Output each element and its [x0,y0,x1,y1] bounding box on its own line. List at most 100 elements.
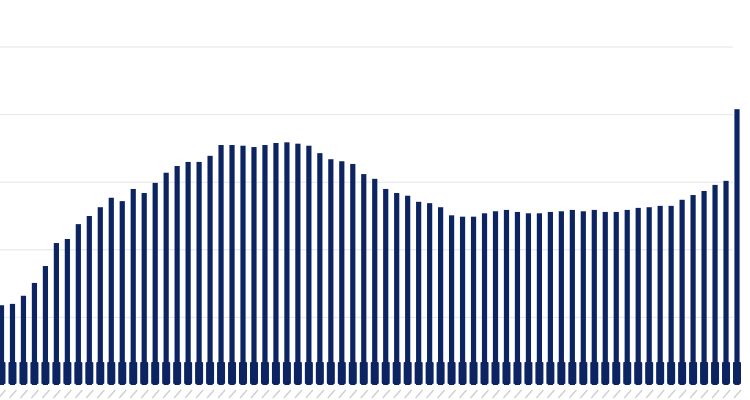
bar [174,165,180,385]
bar-data-label-box [689,362,698,384]
bar-data-label-box [733,362,741,384]
bar [229,145,235,385]
bar-data-label-box [447,362,456,384]
x-tick-label [480,389,490,399]
x-tick-label [711,389,720,399]
x-tick-label [305,389,314,399]
x-tick-label [733,389,742,399]
bar [536,213,543,385]
bar-data-label-box [678,362,687,384]
bar-data-label-box [315,362,324,384]
bar [470,216,477,385]
bar-data-label-box [722,362,731,384]
bar-data-label-box [513,362,522,384]
bar [394,193,400,385]
bar [657,205,663,385]
x-tick-label [524,389,533,399]
x-tick-label [722,389,731,399]
bar-data-label-box [8,362,17,384]
bar [701,190,707,385]
x-tick-label [601,389,610,399]
bar-data-label-box [546,362,555,384]
x-tick-label [568,389,577,399]
bar-data-label-box [711,362,720,384]
bar [350,163,356,385]
bar [734,109,740,385]
x-tick-label [118,389,127,399]
bar [20,295,27,385]
bar [646,207,652,385]
bar [317,153,323,385]
bar-data-label-box [260,362,269,384]
bar [141,193,147,385]
x-tick-label [41,389,50,399]
x-tick-label [469,389,479,399]
x-tick-label [448,389,457,399]
bar [284,142,290,385]
x-tick-label [19,389,29,399]
bar-data-label-box [348,362,357,384]
bar-data-label-box [645,362,654,384]
bar [86,216,92,385]
bar [152,182,158,385]
bar-data-label-box [480,362,489,384]
bar [427,203,433,385]
x-tick-label [612,389,621,399]
x-tick-label [700,389,709,399]
x-tick-label [52,389,61,399]
bar-data-label-box [63,362,72,384]
bar [416,201,422,385]
x-tick-label [349,389,358,399]
bar [273,142,279,385]
bar-data-label-box [304,362,313,384]
x-tick-label [63,389,72,399]
x-tick-label [535,389,544,399]
bar-data-label-box [107,362,116,384]
x-tick-label [272,389,281,399]
x-tick-label [30,389,39,399]
x-tick-label [74,389,83,399]
x-tick-label [140,389,149,399]
bar-data-label-box [41,362,50,384]
x-tick-label [360,389,369,399]
x-tick-label [107,389,116,399]
x-tick-label [151,389,160,399]
bar-data-label-box [623,362,632,384]
bar-data-label-box [601,362,610,384]
bar-data-label-box [151,362,160,384]
bar [503,209,510,385]
x-tick-label [546,389,555,399]
x-tick-label [437,389,446,399]
bar [75,224,81,385]
bar-data-label-box [129,362,138,384]
x-tick-label [316,389,325,399]
x-tick-label [283,389,292,399]
bar [262,145,268,385]
x-tick-label [239,389,248,399]
x-tick-label [678,389,687,399]
x-tick-label [173,389,182,399]
x-tick-label [634,389,643,399]
bar [459,216,466,385]
x-axis-tick-labels [0,389,742,399]
bar-data-label-box [700,362,709,384]
x-tick-label [206,389,215,399]
x-tick-label [294,389,303,399]
x-tick-label [371,389,380,399]
bar [185,161,191,385]
bar-data-label-box [249,362,258,384]
bar-data-label-box [0,362,6,384]
bar [207,155,213,385]
bar-data-label-box [656,362,665,384]
bar [372,178,378,385]
bar-data-label-box [74,362,83,384]
bar [723,180,729,385]
x-tick-label [513,389,523,399]
x-tick-label [393,389,402,399]
x-tick-label [458,389,468,399]
x-tick-label [327,389,336,399]
x-tick-label [217,389,226,399]
bar-data-label-box [337,362,346,384]
x-tick-label [382,389,391,399]
bar [525,213,532,385]
